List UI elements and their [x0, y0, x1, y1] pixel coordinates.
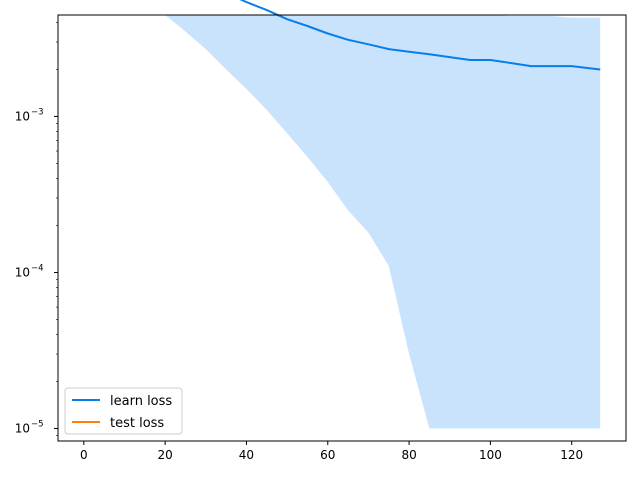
y-axis: 10−510−410−310−2: [15, 22, 58, 436]
y-tick-exponent: −5: [31, 420, 44, 430]
y-tick-label: 10: [15, 422, 30, 436]
plot-frame: [57, 14, 627, 442]
band-learn-loss: [83, 15, 601, 429]
legend: learn loss test loss: [64, 387, 183, 435]
y-tick-label: 10: [15, 109, 30, 123]
x-tick-label: 20: [157, 448, 172, 462]
line-learn-loss: [239, 0, 601, 71]
x-tick-label: 100: [479, 448, 502, 462]
y-tick-label: 10: [15, 265, 30, 279]
x-tick-label: 80: [401, 448, 416, 462]
x-tick-label: 60: [320, 448, 335, 462]
x-tick-label: 40: [239, 448, 254, 462]
legend-label-test-loss: test loss: [110, 416, 164, 431]
y-tick-exponent: −4: [31, 263, 44, 273]
legend-label-learn-loss: learn loss: [110, 394, 172, 409]
x-axis: 0 20 40 60 80 100 120: [80, 441, 583, 462]
series-lines: [239, 0, 601, 71]
x-tick-label: 0: [80, 448, 88, 462]
x-tick-label: 120: [560, 448, 583, 462]
confidence-bands: [83, 15, 601, 429]
y-tick-exponent: −3: [31, 107, 44, 117]
